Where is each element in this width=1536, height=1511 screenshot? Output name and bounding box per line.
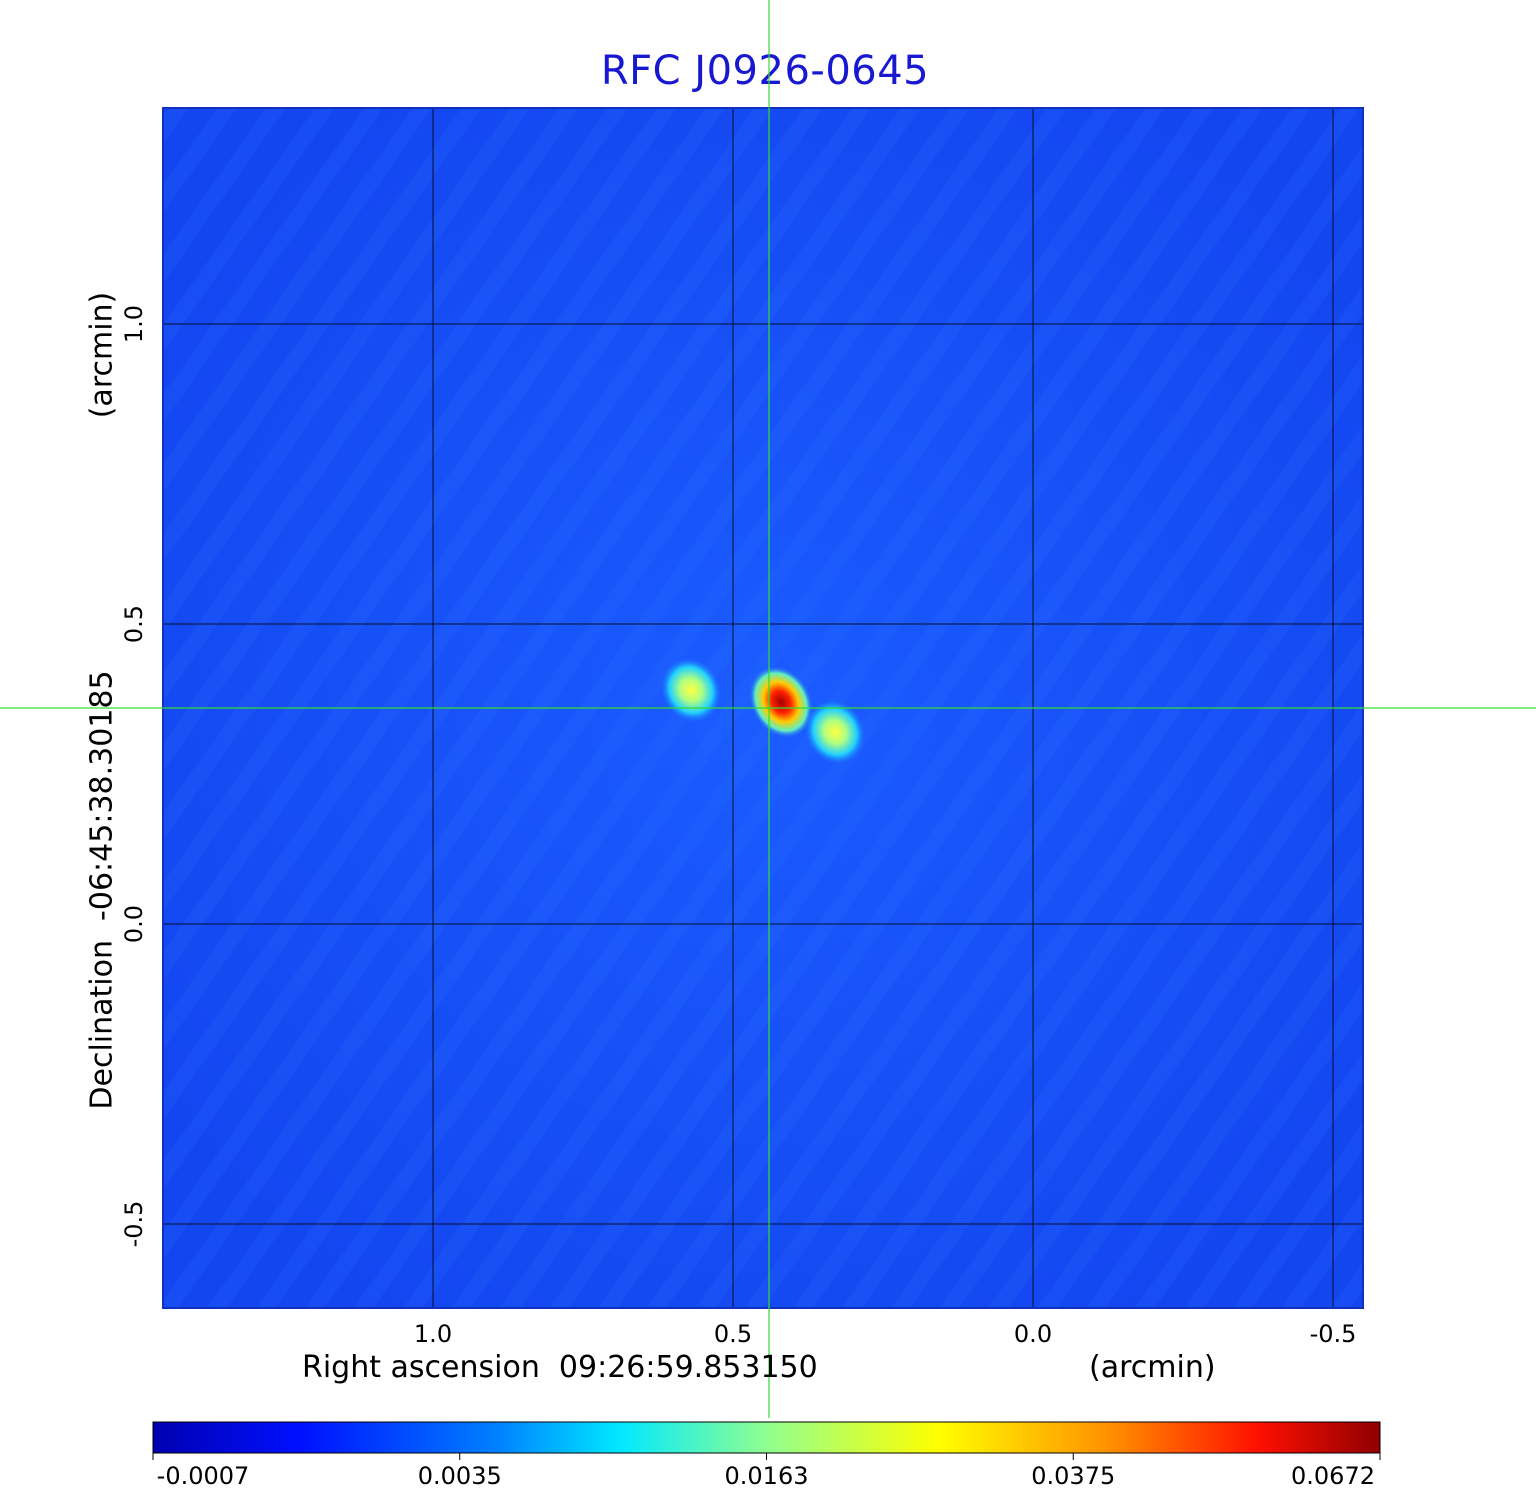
y-tick-label: 0.0 <box>120 904 148 944</box>
x-axis-label: Right ascension 09:26:59.853150 <box>302 1350 818 1385</box>
y-axis-label: Declination -06:45:38.30185 <box>84 670 120 1110</box>
colorbar-label: 0.0035 <box>417 1462 502 1490</box>
y-tick-label: 1.0 <box>120 304 148 344</box>
colorbar-label: 0.0672 <box>1291 1462 1375 1490</box>
colorbar-label: 0.0375 <box>1031 1462 1116 1490</box>
x-tick-label: 0.0 <box>1013 1320 1053 1348</box>
y-tick-label: -0.5 <box>120 1200 148 1248</box>
crosshair <box>0 0 1536 1418</box>
chart-title: RFC J0926-0645 <box>600 48 930 94</box>
y-axis-unit: (arcmin) <box>84 291 120 419</box>
source-component <box>659 656 723 724</box>
x-tick-label: 0.5 <box>713 1320 753 1348</box>
source-core <box>748 665 814 739</box>
colorbar-label: -0.0007 <box>156 1462 250 1490</box>
x-tick-label: 1.0 <box>413 1320 453 1348</box>
colorbar-label: 0.0163 <box>724 1462 809 1490</box>
x-tick-label: -0.5 <box>1309 1320 1357 1348</box>
x-axis-unit: (arcmin) <box>1089 1350 1216 1385</box>
y-tick-label: 0.5 <box>120 604 148 644</box>
colorbar <box>152 1421 1381 1454</box>
source-component <box>803 698 867 766</box>
